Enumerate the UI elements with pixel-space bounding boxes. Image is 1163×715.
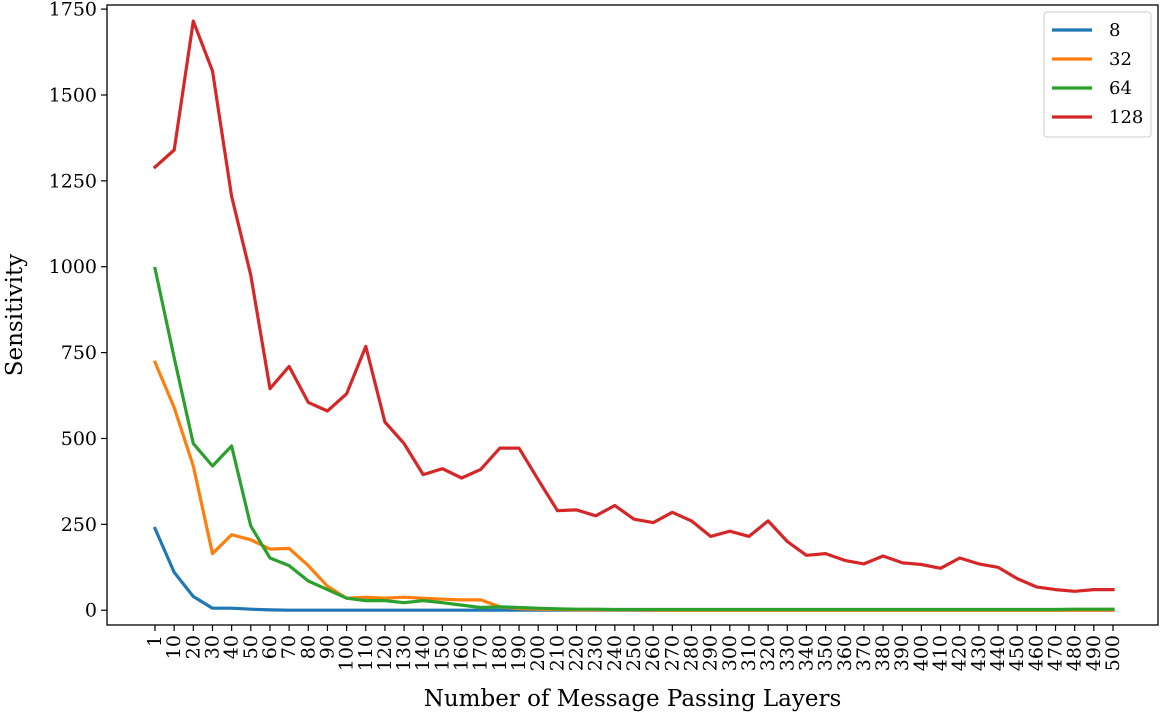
x-tick-label: 390	[891, 635, 913, 671]
legend-box	[1043, 11, 1152, 138]
x-tick-label: 60	[259, 635, 281, 659]
x-tick-label: 120	[374, 635, 396, 671]
x-tick-label: 110	[355, 635, 377, 671]
y-tick-label: 1500	[49, 84, 97, 106]
y-tick-label: 500	[61, 428, 97, 450]
x-tick-label: 460	[1025, 635, 1047, 671]
x-tick-label: 230	[585, 635, 607, 671]
x-tick-label: 260	[642, 635, 664, 671]
x-tick-label: 140	[412, 635, 434, 671]
x-tick-label: 150	[431, 635, 453, 671]
y-tick-label: 1750	[49, 0, 97, 21]
x-tick-label: 240	[604, 635, 626, 671]
x-tick-label: 430	[968, 635, 990, 671]
x-tick-label: 320	[757, 635, 779, 671]
x-tick-label: 450	[1006, 635, 1028, 671]
x-tick-label: 100	[336, 635, 358, 671]
y-tick-label: 0	[85, 600, 97, 622]
x-tick-label: 380	[872, 635, 894, 671]
x-axis-ticks: 1102030405060708090100110120130140150160…	[144, 625, 1124, 671]
x-tick-label: 500	[1102, 635, 1124, 671]
x-tick-label: 130	[393, 635, 415, 671]
x-tick-label: 90	[316, 635, 338, 659]
y-tick-label: 1000	[49, 256, 97, 278]
x-tick-label: 50	[240, 635, 262, 659]
x-tick-label: 280	[680, 635, 702, 671]
y-tick-label: 750	[61, 342, 97, 364]
x-tick-label: 370	[853, 635, 875, 671]
x-tick-label: 10	[163, 635, 185, 659]
x-tick-label: 420	[949, 635, 971, 671]
x-tick-label: 330	[776, 635, 798, 671]
x-tick-label: 400	[910, 635, 932, 671]
x-tick-label: 360	[834, 635, 856, 671]
x-tick-label: 1	[144, 635, 166, 647]
y-axis-ticks: 0 250 500 750 1000 1250 1500 1750	[49, 0, 107, 622]
x-tick-label: 350	[815, 635, 837, 671]
x-tick-label: 490	[1083, 635, 1105, 671]
x-axis-title: Number of Message Passing Layers	[424, 686, 842, 712]
x-tick-label: 270	[661, 635, 683, 671]
x-tick-label: 30	[201, 635, 223, 659]
x-tick-label: 70	[278, 635, 300, 659]
x-tick-label: 470	[1045, 635, 1067, 671]
series-line-64	[153, 266, 1115, 612]
x-tick-label: 300	[719, 635, 741, 671]
x-tick-label: 440	[987, 635, 1009, 671]
x-tick-label: 80	[297, 635, 319, 659]
x-tick-label: 410	[930, 635, 952, 671]
x-tick-label: 290	[700, 635, 722, 671]
x-tick-label: 190	[508, 635, 530, 671]
legend-label: 8	[1109, 20, 1120, 41]
x-tick-label: 170	[470, 635, 492, 671]
y-tick-label: 1250	[49, 170, 97, 192]
x-tick-label: 210	[546, 635, 568, 671]
y-axis-title: Sensitivity	[2, 254, 28, 377]
x-tick-label: 40	[221, 635, 243, 659]
x-tick-label: 200	[527, 635, 549, 671]
plot-frame	[106, 4, 1159, 626]
legend-label: 128	[1109, 107, 1143, 128]
x-tick-label: 20	[182, 635, 204, 659]
x-tick-label: 220	[566, 635, 588, 671]
series-lines	[152, 19, 1115, 612]
legend: 8 32 64 128	[1043, 11, 1152, 138]
x-tick-label: 340	[795, 635, 817, 671]
legend-label: 32	[1109, 49, 1132, 70]
x-tick-label: 310	[738, 635, 760, 671]
series-line-128	[152, 19, 1115, 593]
series-line-8	[152, 526, 1115, 612]
x-tick-label: 180	[489, 635, 511, 671]
legend-label: 64	[1109, 78, 1132, 99]
x-tick-label: 250	[623, 635, 645, 671]
x-tick-label: 480	[1064, 635, 1086, 671]
x-tick-label: 160	[451, 635, 473, 671]
y-tick-label: 250	[61, 514, 97, 536]
